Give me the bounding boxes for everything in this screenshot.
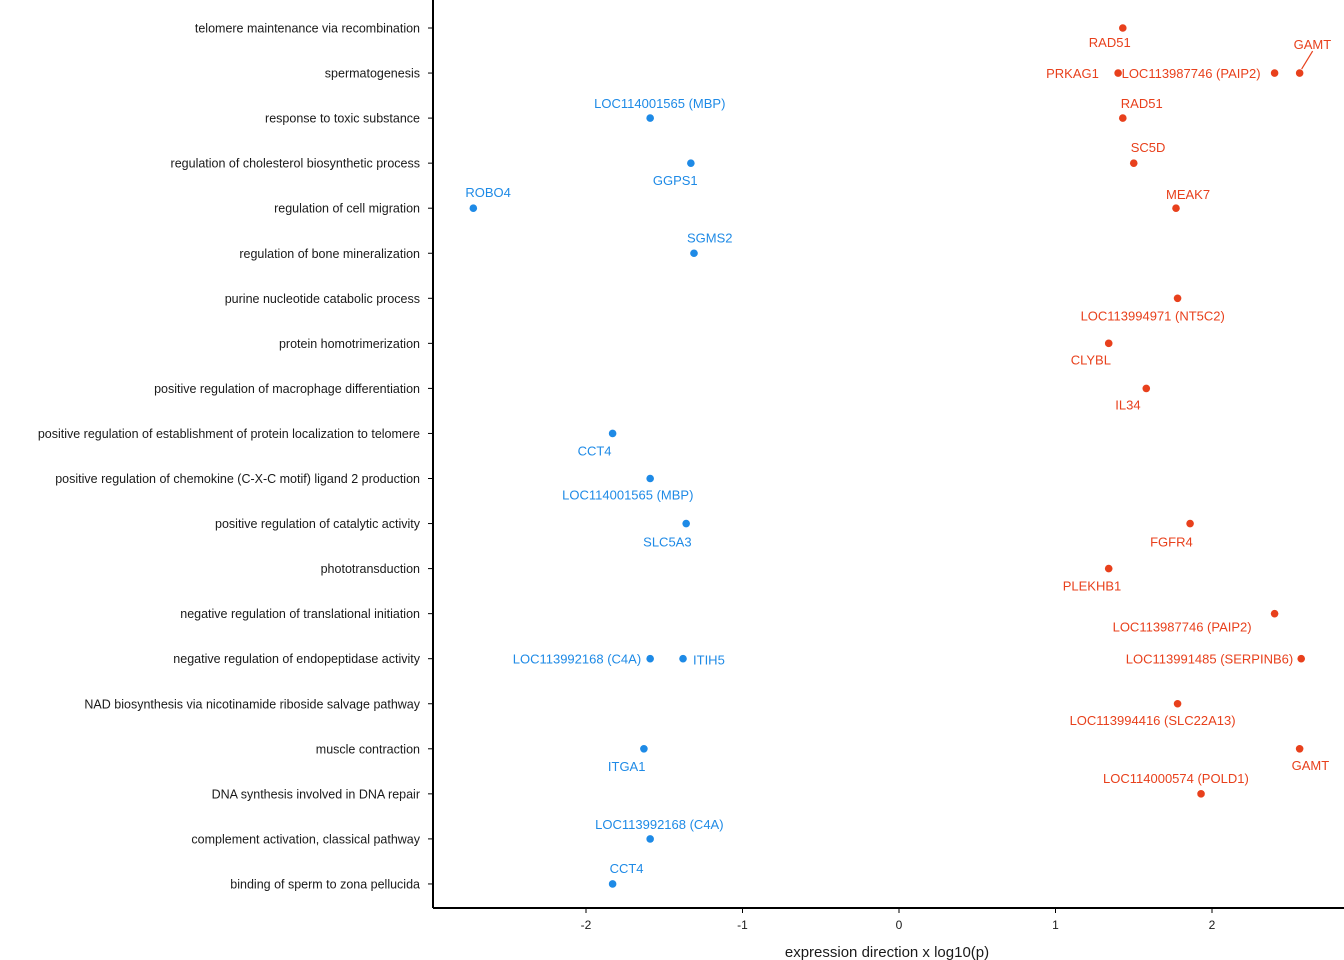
x-tick-label: 2 bbox=[1209, 918, 1216, 932]
gene-label: FGFR4 bbox=[1150, 535, 1193, 550]
gene-label: RAD51 bbox=[1121, 96, 1163, 111]
category-label: regulation of cell migration bbox=[274, 202, 420, 216]
gene-label: SC5D bbox=[1131, 140, 1166, 155]
gene-label: LOC114000574 (POLD1) bbox=[1103, 771, 1249, 786]
data-point bbox=[690, 249, 698, 258]
gene-label: LOC113994971 (NT5C2) bbox=[1081, 308, 1225, 323]
data-point bbox=[1173, 294, 1182, 303]
category-label: positive regulation of establishment of … bbox=[38, 427, 420, 441]
data-point bbox=[1186, 519, 1194, 528]
data-point bbox=[1295, 745, 1304, 753]
category-label: complement activation, classical pathway bbox=[191, 832, 420, 846]
gene-label: RAD51 bbox=[1089, 35, 1131, 50]
x-ticks: -2 -1 0 1 2 bbox=[581, 908, 1216, 932]
gene-label: GAMT bbox=[1292, 758, 1330, 773]
gene-label: SGMS2 bbox=[687, 230, 733, 245]
category-label: protein homotrimerization bbox=[279, 337, 420, 351]
gene-label: LOC113987746 (PAIP2) bbox=[1113, 620, 1252, 635]
data-point bbox=[1129, 159, 1138, 167]
gene-label: LOC113994416 (SLC22A13) bbox=[1070, 713, 1236, 728]
data-point bbox=[1197, 790, 1205, 798]
gene-label: ITGA1 bbox=[608, 759, 646, 774]
data-point bbox=[687, 159, 695, 167]
axes bbox=[432, 0, 1344, 909]
gene-label: LOC113987746 (PAIP2) bbox=[1122, 66, 1261, 81]
data-point bbox=[1295, 69, 1304, 77]
category-label: muscle contraction bbox=[316, 742, 420, 756]
data-point bbox=[1118, 114, 1127, 122]
category-label: positive regulation of chemokine (C-X-C … bbox=[55, 472, 420, 486]
category-label: negative regulation of endopeptidase act… bbox=[173, 652, 420, 666]
data-point bbox=[679, 654, 687, 663]
gene-label: GGPS1 bbox=[653, 173, 698, 188]
data-point bbox=[646, 835, 654, 843]
category-label: response to toxic substance bbox=[265, 112, 420, 126]
category-label: negative regulation of translational ini… bbox=[180, 607, 420, 621]
category-label: DNA synthesis involved in DNA repair bbox=[212, 787, 420, 801]
data-point bbox=[608, 429, 617, 438]
category-label: regulation of cholesterol biosynthetic p… bbox=[171, 157, 420, 171]
gene-label: LOC113992168 (C4A) bbox=[513, 652, 641, 667]
category-label: telomere maintenance via recombination bbox=[195, 22, 420, 36]
x-tick-label: 1 bbox=[1052, 918, 1059, 932]
x-tick-label: -1 bbox=[737, 918, 748, 932]
data-point bbox=[1142, 384, 1151, 393]
category-label: regulation of bone mineralization bbox=[239, 247, 420, 261]
gene-label: SLC5A3 bbox=[643, 535, 691, 550]
data-point bbox=[1173, 699, 1182, 708]
gene-label: LOC114001565 (MBP) bbox=[562, 488, 693, 503]
gene-labels: RAD51 PRKAG1 LOC113987746 (PAIP2) GAMT LOC11… bbox=[465, 35, 1331, 876]
data-point bbox=[469, 204, 478, 212]
data-point bbox=[1114, 69, 1122, 77]
gene-label: CCT4 bbox=[610, 861, 644, 876]
data-point bbox=[682, 519, 690, 528]
gene-label: GAMT bbox=[1294, 37, 1332, 52]
category-label: positive regulation of macrophage differ… bbox=[154, 382, 420, 396]
label-leader-line bbox=[1301, 50, 1314, 70]
data-point bbox=[1104, 339, 1113, 348]
category-label: binding of sperm to zona pellucida bbox=[230, 877, 420, 891]
gene-label: LOC113991485 (SERPINB6) bbox=[1126, 652, 1293, 667]
gene-label: IL34 bbox=[1115, 397, 1140, 412]
gene-label: PRKAG1 bbox=[1046, 66, 1099, 81]
data-points bbox=[469, 24, 1306, 888]
data-point bbox=[1297, 654, 1306, 663]
data-point bbox=[646, 114, 654, 122]
data-point bbox=[1270, 609, 1279, 618]
gene-label: LOC113992168 (C4A) bbox=[595, 817, 723, 832]
category-label: phototransduction bbox=[321, 562, 420, 576]
gene-label: CLYBL bbox=[1071, 352, 1111, 367]
x-tick-label: 0 bbox=[896, 918, 903, 932]
gene-label: ROBO4 bbox=[465, 185, 511, 200]
data-point bbox=[640, 745, 648, 753]
data-point bbox=[1118, 24, 1127, 32]
data-point bbox=[1104, 564, 1113, 573]
x-tick-label: -2 bbox=[581, 918, 592, 932]
gene-label: CCT4 bbox=[578, 443, 612, 458]
data-point bbox=[646, 654, 654, 663]
category-label: spermatogenesis bbox=[325, 67, 420, 81]
data-point bbox=[608, 880, 617, 888]
category-labels: telomere maintenance via recombination sp… bbox=[38, 22, 433, 891]
gene-label: PLEKHB1 bbox=[1063, 579, 1122, 594]
data-point bbox=[1172, 204, 1180, 212]
data-point bbox=[646, 474, 654, 483]
data-point bbox=[1270, 69, 1279, 77]
gene-label: MEAK7 bbox=[1166, 187, 1210, 202]
x-axis-title: expression direction x log10(p) bbox=[785, 944, 989, 960]
category-label: positive regulation of catalytic activit… bbox=[215, 517, 421, 531]
gene-label: LOC114001565 (MBP) bbox=[594, 96, 725, 111]
gene-label: ITIH5 bbox=[693, 653, 725, 668]
category-label: NAD biosynthesis via nicotinamide ribosi… bbox=[84, 697, 420, 711]
category-label: purine nucleotide catabolic process bbox=[225, 292, 420, 306]
